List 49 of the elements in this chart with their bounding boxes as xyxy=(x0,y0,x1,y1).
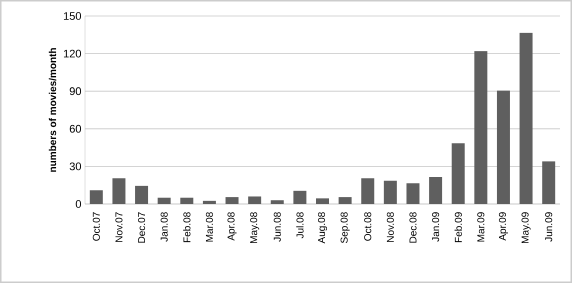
bar xyxy=(429,177,442,204)
bar xyxy=(338,197,352,204)
bar xyxy=(180,198,194,204)
x-tick-label: Jan.08 xyxy=(160,212,168,242)
x-tick-label: Oct.07 xyxy=(92,212,100,241)
bar xyxy=(226,197,239,204)
y-tick-label: 0 xyxy=(76,200,82,208)
x-tick-label: Feb.09 xyxy=(454,212,462,242)
x-tick-label: May.09 xyxy=(522,212,531,244)
bar xyxy=(248,196,262,204)
bar xyxy=(474,51,488,204)
x-tick-label: Dec.08 xyxy=(409,212,417,243)
x-tick-label: Dec.07 xyxy=(138,212,146,243)
x-tick-label: Sep.08 xyxy=(340,212,350,244)
y-axis-title: numbers of movies/month xyxy=(48,48,56,172)
x-tick-label: Nov.07 xyxy=(115,212,122,242)
bar xyxy=(158,198,171,204)
bar xyxy=(542,161,556,204)
x-tick-label: Feb.08 xyxy=(183,212,190,242)
x-tick-label: Apr.08 xyxy=(228,212,237,241)
bar xyxy=(270,200,284,204)
bar xyxy=(112,178,126,204)
x-tick-label: Oct.08 xyxy=(364,212,372,241)
y-tick-label: 150 xyxy=(64,12,82,20)
x-tick-label: Jun.09 xyxy=(545,212,552,242)
x-tick-label: Jan.09 xyxy=(432,212,440,242)
y-tick-label: 30 xyxy=(70,162,82,170)
bar xyxy=(520,32,533,204)
y-tick-label: 120 xyxy=(64,50,82,58)
y-tick-label: 90 xyxy=(70,87,82,96)
bar xyxy=(406,183,420,204)
x-tick-label: Jun.08 xyxy=(274,212,281,242)
x-tick-label: Apr.09 xyxy=(498,212,508,241)
bar xyxy=(293,190,306,204)
y-tick-label: 60 xyxy=(70,124,82,133)
x-tick-label: Aug.08 xyxy=(318,212,328,244)
bar xyxy=(361,178,374,204)
bar xyxy=(452,143,465,204)
x-tick-label: Mar.08 xyxy=(206,212,213,242)
x-tick-label: Jul.08 xyxy=(296,212,304,238)
bar xyxy=(496,90,510,204)
x-tick-label: Mar.09 xyxy=(477,212,484,242)
bar xyxy=(135,186,148,204)
bar xyxy=(202,200,216,204)
bar xyxy=(384,180,397,204)
x-tick-label: Nov.08 xyxy=(386,212,394,242)
x-tick-label: May.08 xyxy=(250,212,260,244)
bar xyxy=(90,190,103,204)
bar xyxy=(316,198,329,204)
